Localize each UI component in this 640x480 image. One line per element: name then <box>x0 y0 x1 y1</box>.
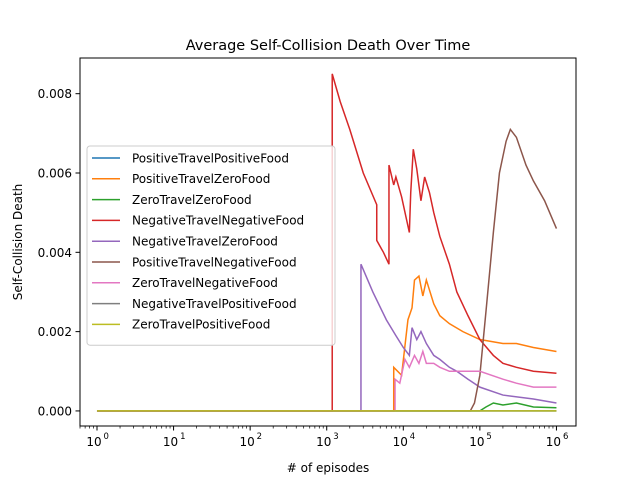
x-tick-label-4: 10 <box>393 435 408 449</box>
x-tick-exponent-0: 0 <box>103 432 108 442</box>
x-tick-label-6: 10 <box>546 435 561 449</box>
plot-frame <box>79 57 577 427</box>
legend-label-0: PositiveTravelPositiveFood <box>132 151 289 165</box>
x-tick-exponent-2: 2 <box>257 432 262 442</box>
x-tick-label-2: 10 <box>240 435 255 449</box>
legend-label-3: NegativeTravelNegativeFood <box>132 214 304 228</box>
chart-title: Average Self-Collision Death Over Time <box>186 38 471 54</box>
legend-label-8: ZeroTravelPositiveFood <box>132 318 270 332</box>
series-line-3 <box>96 73 557 412</box>
x-tick-label-0: 10 <box>86 435 101 449</box>
y-tick-label-3: 0.006 <box>38 167 72 181</box>
series-line-4 <box>96 263 557 412</box>
series-line-2 <box>96 402 557 412</box>
y-axis-label: Self-Collision Death <box>11 184 25 301</box>
legend-box <box>86 145 336 346</box>
legend-label-5: PositiveTravelNegativeFood <box>132 255 297 269</box>
legend: PositiveTravelPositiveFood PositiveTravel… <box>86 145 336 346</box>
legend-label-6: ZeroTravelNegativeFood <box>132 276 278 290</box>
y-tick-label-4: 0.008 <box>38 87 72 101</box>
legend-label-1: PositiveTravelZeroFood <box>132 172 270 186</box>
y-axis: 0.000 0.002 0.004 0.006 0.008 <box>38 87 80 418</box>
legend-label-4: NegativeTravelZeroFood <box>132 235 278 249</box>
y-tick-label-2: 0.004 <box>38 246 72 260</box>
legend-label-7: NegativeTravelPositiveFood <box>132 297 297 311</box>
x-tick-exponent-6: 6 <box>563 432 568 442</box>
x-axis-label: # of episodes <box>287 461 369 475</box>
x-tick-label-5: 10 <box>469 435 484 449</box>
series-line-6 <box>96 348 557 412</box>
series-line-5 <box>96 127 558 412</box>
y-tick-label-0: 0.000 <box>38 404 72 418</box>
x-tick-exponent-1: 1 <box>180 432 185 442</box>
x-tick-exponent-3: 3 <box>333 432 338 442</box>
plot-area <box>79 57 577 427</box>
x-axis: 10 0 10 1 10 2 10 3 10 4 10 5 10 6 <box>79 426 568 449</box>
x-tick-exponent-5: 5 <box>486 432 491 442</box>
x-tick-label-3: 10 <box>316 435 331 449</box>
x-tick-exponent-4: 4 <box>410 432 415 442</box>
legend-label-2: ZeroTravelZeroFood <box>132 193 252 207</box>
x-tick-label-1: 10 <box>163 435 178 449</box>
y-tick-label-1: 0.002 <box>38 325 72 339</box>
